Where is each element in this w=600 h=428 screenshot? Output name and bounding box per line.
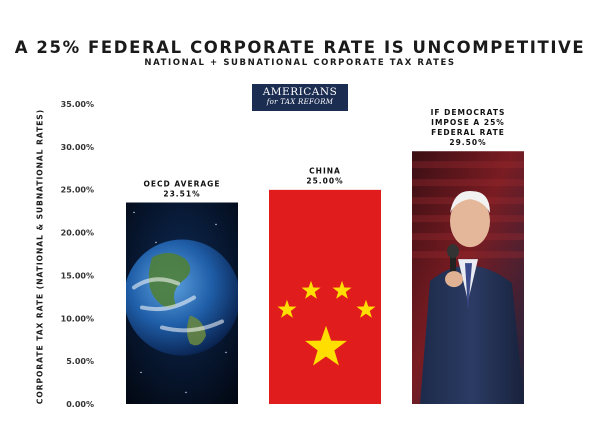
americans-for-tax-reform-logo: AMERICANS for TAX REFORM [252, 84, 348, 111]
large-star-icon [305, 325, 347, 366]
y-tick-label: 30.00% [61, 143, 94, 152]
chart-subtitle: NATIONAL + SUBNATIONAL CORPORATE TAX RAT… [144, 58, 456, 68]
y-tick-label: 35.00% [61, 100, 94, 109]
bar-3 [412, 151, 524, 404]
face [450, 195, 490, 248]
y-tick-label: 20.00% [61, 229, 94, 238]
bar-value-label: 29.50% [449, 138, 486, 147]
small-star-icon [301, 280, 321, 299]
bar-2 [269, 189, 381, 404]
bar-1 [126, 202, 238, 404]
bar-category-label: IF DEMOCRATS [431, 108, 506, 117]
y-tick-label: 5.00% [66, 357, 94, 366]
bar-value-label: 25.00% [306, 177, 343, 186]
bar-category-label: FEDERAL RATE [431, 128, 505, 137]
small-star-icon [332, 280, 352, 299]
chart-title: A 25% FEDERAL CORPORATE RATE IS UNCOMPET… [14, 38, 586, 57]
bar-category-label: CHINA [309, 167, 341, 176]
small-star-icon [356, 299, 376, 318]
y-tick-label: 0.00% [66, 400, 94, 409]
bar-value-label: 23.51% [163, 189, 200, 198]
bar-category-label: OECD AVERAGE [144, 179, 221, 188]
y-tick-label: 10.00% [61, 314, 94, 323]
small-star-icon [277, 299, 297, 318]
bar-category-label: IMPOSE A 25% [431, 118, 505, 127]
y-tick-label: 15.00% [61, 271, 94, 280]
y-tick-label: 25.00% [61, 186, 94, 195]
suit [420, 265, 524, 404]
